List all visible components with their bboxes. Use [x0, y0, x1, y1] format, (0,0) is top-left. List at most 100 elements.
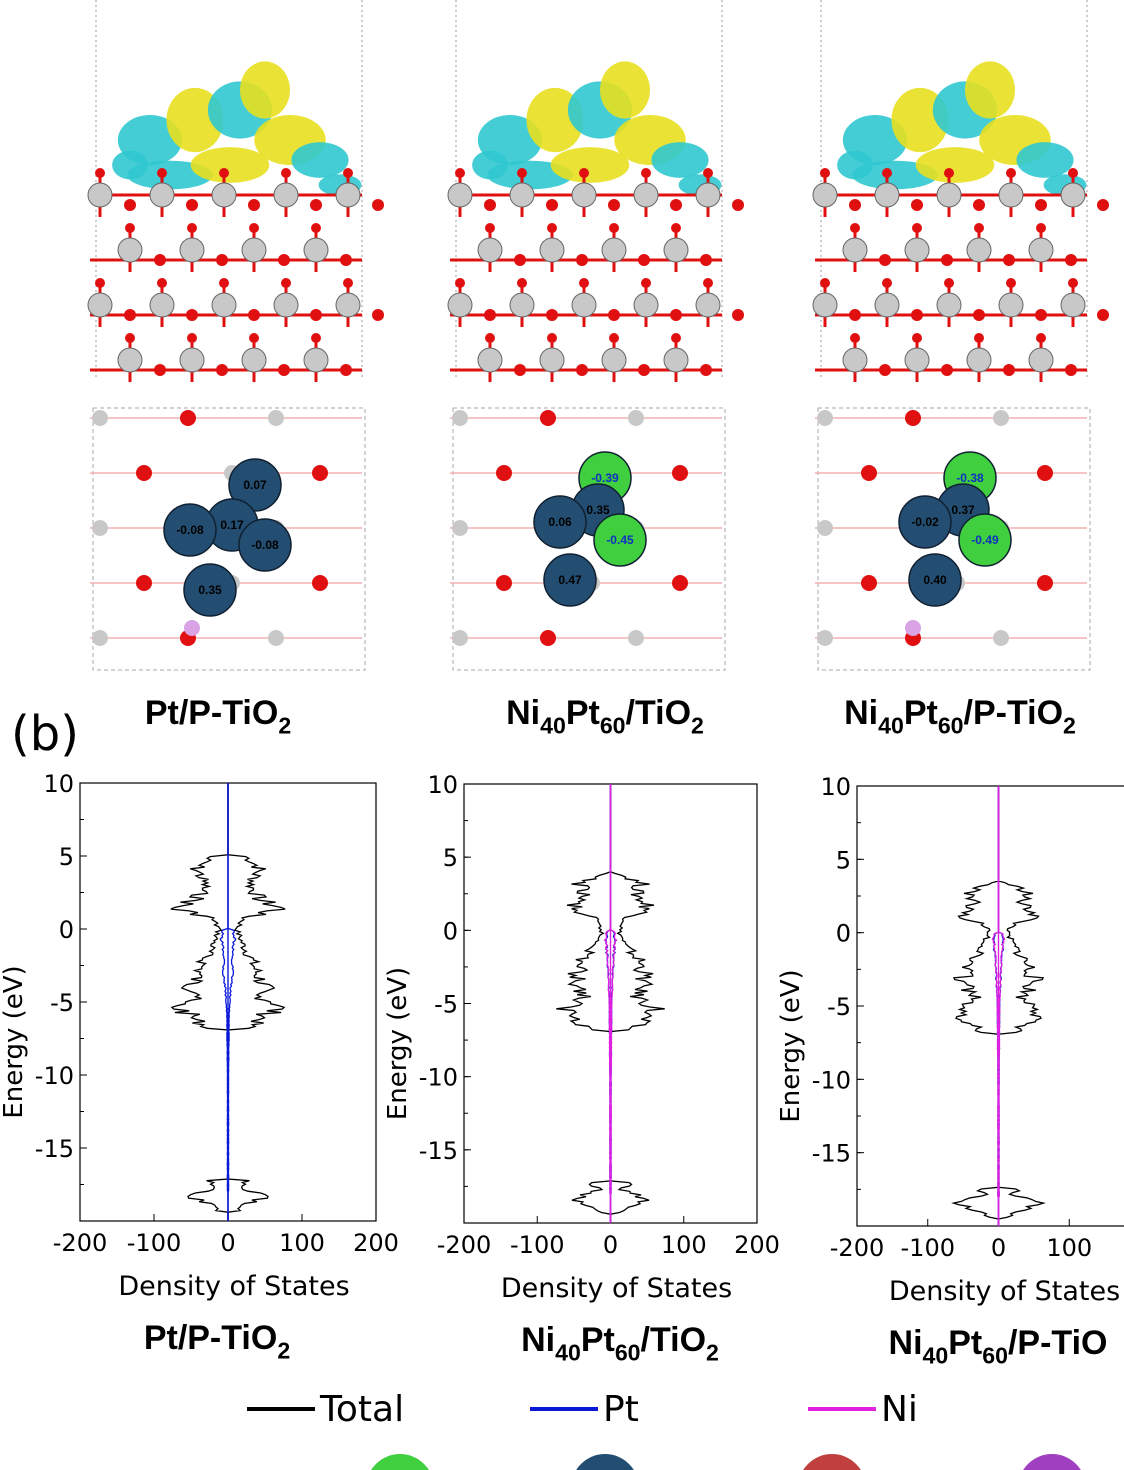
isosurface-blob	[600, 61, 650, 119]
ti-atom	[936, 182, 962, 208]
o-atom	[372, 199, 384, 211]
label-text: /P-TiO	[1008, 1324, 1108, 1362]
o-atom	[672, 575, 688, 591]
x-tick-label: 0	[220, 1229, 235, 1257]
ti-atom	[601, 237, 627, 263]
bader-charge-label: -0.45	[606, 533, 634, 547]
dos-chart-1: 10 5 0 -5 -10 -15 -200 -100 0 100 200 Energy (eV) De…	[0, 770, 399, 1364]
o-atom	[340, 254, 352, 266]
ti-atom	[571, 182, 597, 208]
dos-series-total-negative	[556, 784, 612, 1223]
o-atom	[911, 199, 923, 211]
o-atom	[547, 333, 557, 343]
o-atom	[609, 223, 619, 233]
y-tick-label: 5	[443, 844, 458, 872]
o-atom	[312, 575, 328, 591]
o-atom	[136, 465, 152, 481]
ti-atom	[998, 182, 1024, 208]
o-atom	[641, 278, 651, 288]
o-atom	[219, 168, 229, 178]
o-atom	[732, 309, 744, 321]
o-atom	[186, 309, 198, 321]
ti-atom	[812, 292, 838, 318]
x-tick-label: -200	[830, 1234, 884, 1262]
dos-series-ni-positive	[997, 786, 1006, 1226]
o-atom	[311, 223, 321, 233]
y-axis-label: Energy (eV)	[776, 969, 806, 1122]
o-atom	[496, 575, 512, 591]
x-tick-label: -100	[901, 1234, 955, 1262]
ti-atom	[904, 237, 930, 263]
ti-atom	[1028, 347, 1054, 373]
x-tick-label: 0	[991, 1234, 1006, 1262]
label-text: Pt	[948, 1324, 982, 1362]
o-atom	[180, 410, 196, 426]
o-atom	[1035, 309, 1047, 321]
ti-atom	[87, 182, 113, 208]
o-atom	[879, 254, 891, 266]
o-atom	[455, 168, 465, 178]
ti-atom	[211, 182, 237, 208]
bader-charge-label: -0.49	[971, 533, 999, 547]
chart-title: Ni40Pt60/P-TiO	[889, 1324, 1108, 1369]
ti-atom	[571, 292, 597, 318]
pt-atom	[183, 563, 237, 617]
p-atom	[184, 620, 200, 636]
ti-atom	[117, 237, 143, 263]
o-atom	[882, 278, 892, 288]
o-atom	[579, 168, 589, 178]
o-atom	[608, 199, 620, 211]
o-atom	[157, 168, 167, 178]
structure-name: Ni40Pt60/TiO2	[506, 694, 704, 739]
x-tick-label: -200	[437, 1231, 491, 1259]
o-atom	[641, 168, 651, 178]
o-atom	[879, 364, 891, 376]
label-subscript: 60	[982, 1343, 1008, 1369]
ti-atom	[117, 347, 143, 373]
ti-atom	[539, 347, 565, 373]
o-atom	[540, 630, 556, 646]
ti-atom	[874, 292, 900, 318]
label-subscript: 60	[600, 713, 626, 739]
o-atom	[638, 254, 650, 266]
atom-legend-sphere	[1023, 1454, 1081, 1470]
label-text: Pt/P-TiO	[145, 694, 279, 732]
label-text: Pt/P-TiO	[144, 1319, 278, 1357]
ti-atom	[993, 630, 1009, 646]
pt-atom	[543, 553, 597, 607]
ti-atom	[633, 182, 659, 208]
bader-charge-label: 0.07	[243, 478, 267, 492]
o-atom	[157, 278, 167, 288]
o-atom	[372, 309, 384, 321]
ti-atom	[1060, 182, 1086, 208]
o-atom	[703, 168, 713, 178]
isosurface-blob	[915, 147, 995, 183]
o-atom	[700, 364, 712, 376]
o-atom	[124, 199, 136, 211]
plot-frame	[856, 785, 1124, 1227]
ti-atom	[447, 182, 473, 208]
ti-atom	[92, 630, 108, 646]
o-atom	[905, 410, 921, 426]
ti-atom	[273, 292, 299, 318]
o-atom	[540, 410, 556, 426]
o-atom	[216, 364, 228, 376]
x-tick-label: 100	[1046, 1234, 1092, 1262]
topview-cell	[452, 407, 726, 671]
o-atom	[670, 309, 682, 321]
o-atom	[974, 223, 984, 233]
bader-charge-label: -0.02	[911, 515, 939, 529]
ti-atom	[628, 630, 644, 646]
ti-atom	[966, 347, 992, 373]
x-tick-label: -100	[510, 1231, 564, 1259]
x-tick-label: 100	[661, 1231, 707, 1259]
ti-atom	[663, 237, 689, 263]
atom-legend-strip	[371, 1454, 1081, 1470]
o-atom	[485, 333, 495, 343]
ti-atom	[477, 237, 503, 263]
label-subscript: 60	[938, 713, 964, 739]
ti-atom	[179, 347, 205, 373]
bader-charge-label: 0.40	[923, 573, 947, 587]
